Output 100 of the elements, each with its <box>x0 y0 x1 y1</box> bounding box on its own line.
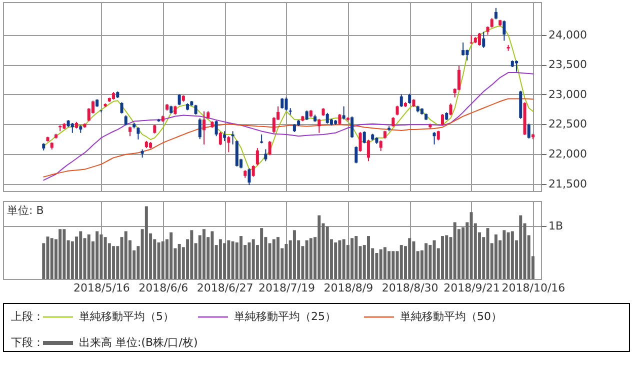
annotation: 単位: B <box>7 204 44 217</box>
y-tick-label: 1B <box>548 219 564 232</box>
legend-title: 上段： <box>11 310 44 323</box>
candlestick <box>248 168 251 186</box>
x-tick-label: 2018/8/9 <box>324 282 374 294</box>
candlestick <box>231 130 234 145</box>
candlestick <box>354 146 358 164</box>
candlestick <box>482 31 486 48</box>
bar <box>79 231 82 279</box>
candlestick <box>128 126 132 137</box>
bar <box>218 239 222 279</box>
candlestick <box>478 32 482 46</box>
candlestick <box>527 123 530 140</box>
bar <box>326 226 329 279</box>
candlestick <box>358 131 362 152</box>
bar <box>100 234 103 279</box>
bar <box>112 246 116 279</box>
line-series <box>43 98 534 178</box>
candlestick <box>218 131 222 146</box>
candlestick <box>198 118 202 140</box>
bar <box>338 240 342 279</box>
y-tick-label: 23,500 <box>548 58 587 72</box>
bar <box>46 236 50 279</box>
bar <box>510 231 514 279</box>
bar <box>392 251 395 279</box>
candlestick <box>392 116 395 128</box>
bar <box>502 230 506 279</box>
bar <box>494 234 498 279</box>
candlestick <box>252 164 255 178</box>
candlestick <box>268 140 272 156</box>
candlestick <box>214 120 218 137</box>
bar <box>441 236 444 279</box>
bar <box>318 215 321 279</box>
candlestick <box>366 139 370 162</box>
candlestick <box>350 116 354 138</box>
candlestick <box>120 102 124 114</box>
legend-label: 単純移動平均（50） <box>400 310 502 323</box>
candlestick <box>462 42 465 56</box>
bar <box>124 231 128 279</box>
candlestick <box>515 60 518 72</box>
candlestick <box>194 104 198 116</box>
candlestick <box>280 97 284 110</box>
candlestick <box>223 130 226 142</box>
y-tick-label: 23,000 <box>548 88 587 101</box>
bar <box>350 238 354 279</box>
bar <box>50 238 54 279</box>
candlestick <box>202 110 206 145</box>
candlestick <box>326 112 329 124</box>
candlestick <box>318 118 321 134</box>
bar <box>252 239 255 279</box>
x-tick-label: 2018/9/21 <box>444 282 500 294</box>
bar <box>178 244 181 279</box>
x-tick-label: 2018/8/30 <box>382 282 438 294</box>
bar <box>506 232 510 279</box>
bar <box>62 229 66 279</box>
bar <box>104 237 107 279</box>
candlestick <box>379 140 382 152</box>
x-tick-label: 2018/6/27 <box>196 282 254 294</box>
bar <box>161 241 164 279</box>
candlestick <box>178 94 181 106</box>
candlestick <box>256 148 259 166</box>
bar <box>432 240 436 279</box>
candlestick <box>408 93 412 104</box>
bar <box>223 243 226 279</box>
bar <box>383 247 386 279</box>
candlestick <box>400 94 403 108</box>
candlestick <box>264 148 268 162</box>
y-tick-label: 21,500 <box>548 177 587 190</box>
legend-label: 出来高 単位:(B株/口/枚) <box>79 336 198 349</box>
legend-label: 単純移動平均（25） <box>234 310 336 323</box>
candlestick <box>342 106 346 120</box>
bar <box>309 238 312 279</box>
bar <box>408 238 412 279</box>
bar <box>354 236 358 279</box>
bar <box>190 230 194 279</box>
candlestick <box>457 65 460 91</box>
bar <box>424 243 428 279</box>
bar <box>144 206 148 279</box>
bar <box>96 231 99 279</box>
bar <box>470 212 473 279</box>
bar <box>445 235 448 279</box>
y-tick-label: 22,000 <box>548 148 587 161</box>
bar <box>334 242 338 279</box>
bar <box>342 239 346 279</box>
x-tick-label: 2018/6/6 <box>138 282 188 294</box>
bar <box>210 231 214 279</box>
bar <box>292 230 296 279</box>
candlestick <box>136 126 140 140</box>
candlestick <box>70 122 74 134</box>
y-tick-label: 22,500 <box>548 118 587 131</box>
bar <box>231 241 234 279</box>
candlestick <box>432 131 436 145</box>
x-tick-label: 2018/7/19 <box>258 282 315 294</box>
bar <box>284 244 288 279</box>
bar <box>519 215 522 279</box>
bar <box>157 242 160 279</box>
candlestick <box>441 114 444 126</box>
candlestick <box>490 18 494 28</box>
candlestick <box>124 114 128 126</box>
candlestick <box>449 102 452 116</box>
